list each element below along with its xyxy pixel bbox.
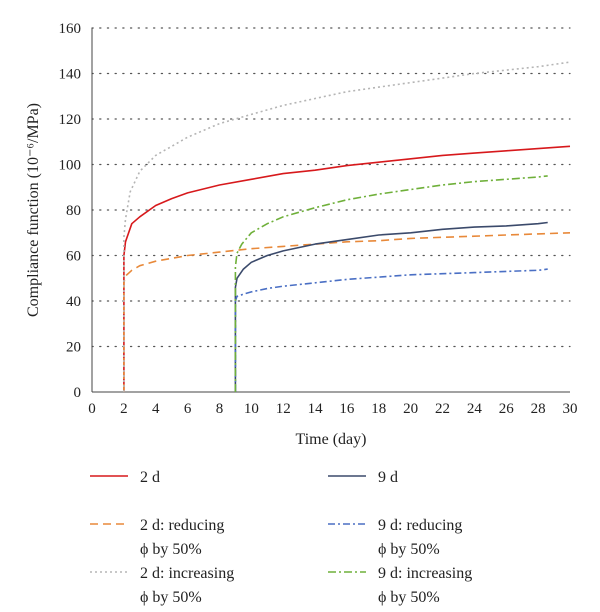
x-tick-label: 10	[244, 401, 259, 417]
x-tick-label: 20	[403, 401, 418, 417]
y-tick-label: 0	[74, 385, 82, 401]
y-tick-label: 80	[66, 203, 81, 219]
series-line-1	[123, 145, 571, 392]
y-tick-label: 120	[59, 112, 82, 128]
x-tick-label: 24	[467, 401, 483, 417]
y-tick-label: 140	[59, 67, 82, 83]
axes	[91, 28, 570, 393]
y-tick-label: 100	[59, 158, 82, 174]
x-tick-label: 6	[184, 401, 192, 417]
legend-label-1: 2 d	[140, 469, 160, 486]
grid-lines	[91, 27, 571, 348]
y-axis-title: Compliance function (10⁻⁶/MPa)	[25, 103, 42, 317]
x-tick-labels: 0 2 4 6 8 10 12 14 16 18 20 22 24 26 28 30	[88, 401, 577, 417]
x-tick-label: 30	[563, 401, 578, 417]
series-line-4	[234, 221, 548, 392]
legend-label-3: 2 d: increasing ϕ by 50%	[140, 565, 234, 606]
x-tick-label: 0	[88, 401, 96, 417]
legend-label-2: 2 d: reducing ϕ by 50%	[140, 517, 224, 558]
x-tick-label: 22	[435, 401, 450, 417]
series-line-6	[234, 175, 548, 392]
y-tick-label: 40	[66, 294, 81, 310]
x-tick-label: 28	[531, 401, 546, 417]
legend-label-6: 9 d: increasing ϕ by 50%	[378, 565, 472, 606]
legend-label-5: 9 d: reducing ϕ by 50%	[378, 517, 462, 558]
y-tick-label: 60	[66, 249, 81, 265]
x-tick-label: 8	[216, 401, 224, 417]
legend-label-4: 9 d	[378, 469, 398, 486]
series-line-5	[234, 268, 548, 392]
x-tick-label: 2	[120, 401, 128, 417]
series-line-3	[123, 61, 571, 392]
y-tick-label: 20	[66, 340, 81, 356]
legend: 2 d 2 d: reducing ϕ by 50% 2 d: increasing ϕ…	[90, 469, 472, 606]
x-tick-label: 18	[371, 401, 386, 417]
x-tick-label: 16	[339, 401, 355, 417]
series-line-2	[123, 232, 571, 392]
y-tick-labels: 0 20 40 60 80 100 120 140 160	[59, 21, 82, 401]
x-tick-label: 14	[308, 401, 324, 417]
y-tick-label: 160	[59, 21, 82, 37]
x-tick-label: 26	[499, 401, 515, 417]
series-lines	[123, 61, 571, 392]
x-tick-label: 4	[152, 401, 160, 417]
x-tick-label: 12	[276, 401, 291, 417]
x-axis-title: Time (day)	[296, 431, 367, 448]
